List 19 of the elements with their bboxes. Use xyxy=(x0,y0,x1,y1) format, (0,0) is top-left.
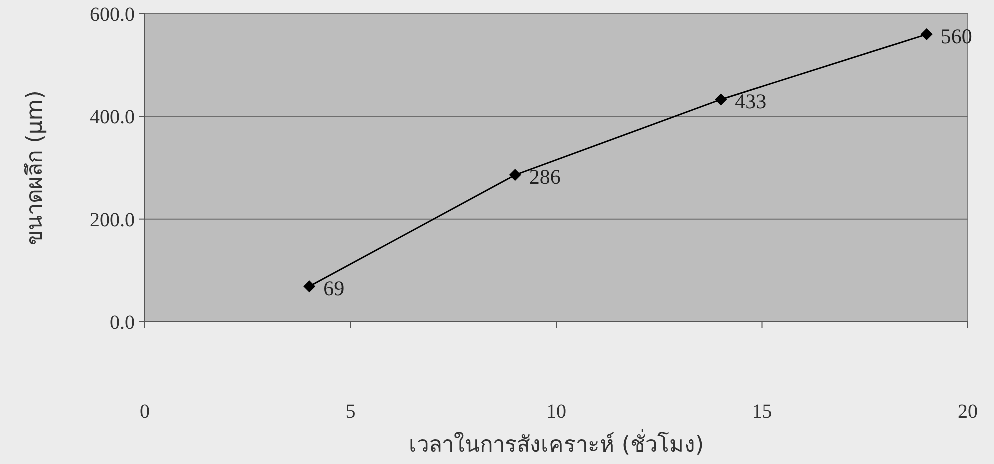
data-label: 286 xyxy=(529,165,561,190)
x-tick-label: 20 xyxy=(958,401,978,423)
point xyxy=(509,169,522,182)
x-tick-label: 10 xyxy=(546,401,566,423)
y-tick-label: 600.0 xyxy=(90,4,135,26)
y-tick-label: 200.0 xyxy=(90,209,135,232)
point xyxy=(715,94,728,106)
x-tick-label: 15 xyxy=(752,401,772,423)
y-axis-title: ขนาดผลึก (μm) xyxy=(23,90,48,246)
x-tick-label: 0 xyxy=(140,401,150,423)
data-label: 433 xyxy=(735,90,767,114)
data-label: 560 xyxy=(940,24,972,49)
point xyxy=(920,28,933,41)
x-axis-title: เวลาในการสังเคราะห์ (ชั่วโมง) xyxy=(408,429,704,458)
y-tick-label: 0.0 xyxy=(110,312,135,334)
data-label: 69 xyxy=(324,276,345,301)
y-tick-label: 400.0 xyxy=(90,106,135,129)
point xyxy=(304,280,316,293)
x-tick-label: 5 xyxy=(346,401,356,423)
